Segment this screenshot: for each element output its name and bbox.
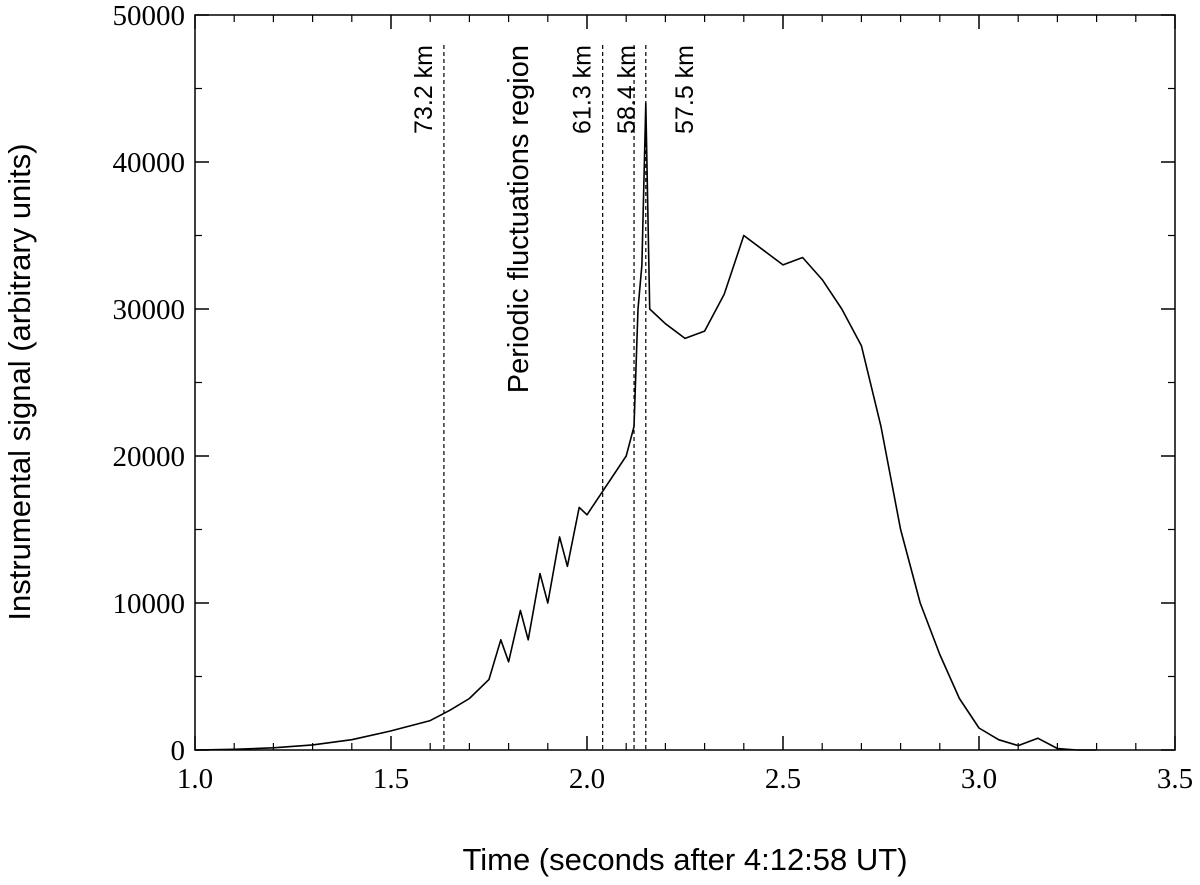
y-tick-label: 50000 — [113, 0, 186, 32]
signal-line — [194, 102, 1097, 751]
x-tick-label: 3.0 — [961, 763, 997, 795]
y-tick-label: 10000 — [113, 588, 186, 620]
region-label: Periodic fluctuations region — [503, 45, 535, 393]
x-axis-label: Time (seconds after 4:12:58 UT) — [462, 842, 907, 877]
x-tick-label: 2.0 — [569, 763, 605, 795]
y-tick-label: 30000 — [113, 294, 186, 326]
y-tick-label: 40000 — [113, 147, 186, 179]
x-tick-label: 1.0 — [177, 763, 213, 795]
y-axis-label: Instrumental signal (arbitrary units) — [2, 143, 37, 620]
altitude-label: 61.3 km — [569, 45, 597, 134]
x-tick-label: 3.5 — [1157, 763, 1193, 795]
y-tick-label: 20000 — [113, 441, 186, 473]
y-tick-label: 0 — [171, 735, 186, 767]
x-tick-label: 1.5 — [373, 763, 409, 795]
altitude-label: 57.5 km — [671, 45, 699, 134]
altitude-label: 73.2 km — [410, 45, 438, 134]
altitude-label: 58.4 km — [613, 45, 641, 134]
x-tick-label: 2.5 — [765, 763, 801, 795]
